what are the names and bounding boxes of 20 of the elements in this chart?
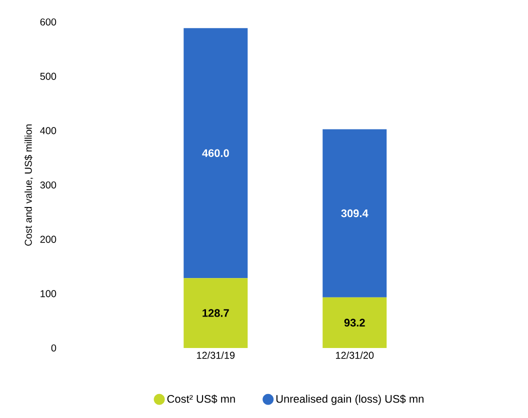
x-tick-label: 12/31/19 bbox=[197, 352, 235, 359]
data-label: 128.7 bbox=[202, 309, 229, 317]
x-tick-label: 12/31/20 bbox=[336, 352, 374, 359]
y-tick-label: 400 bbox=[40, 127, 56, 134]
y-tick-label: 500 bbox=[40, 72, 56, 80]
data-label: 93.2 bbox=[344, 318, 365, 327]
bar bbox=[322, 297, 387, 348]
legend-label: Cost² US$ mn bbox=[167, 394, 235, 404]
bar bbox=[322, 129, 387, 298]
y-tick-label: 100 bbox=[40, 290, 56, 298]
y-tick-label: 300 bbox=[40, 181, 56, 189]
legend-label: Unrealised gain (loss) US$ mn bbox=[276, 394, 424, 405]
y-tick-label: 200 bbox=[40, 236, 56, 243]
data-label: 460.0 bbox=[202, 149, 229, 157]
bar bbox=[184, 28, 248, 278]
y-tick-label: 600 bbox=[40, 18, 56, 26]
y-axis-title: Cost and value, US$ million bbox=[24, 124, 34, 246]
bar bbox=[184, 278, 248, 348]
data-label: 309.4 bbox=[341, 209, 368, 218]
y-tick-label: 0 bbox=[51, 344, 56, 352]
